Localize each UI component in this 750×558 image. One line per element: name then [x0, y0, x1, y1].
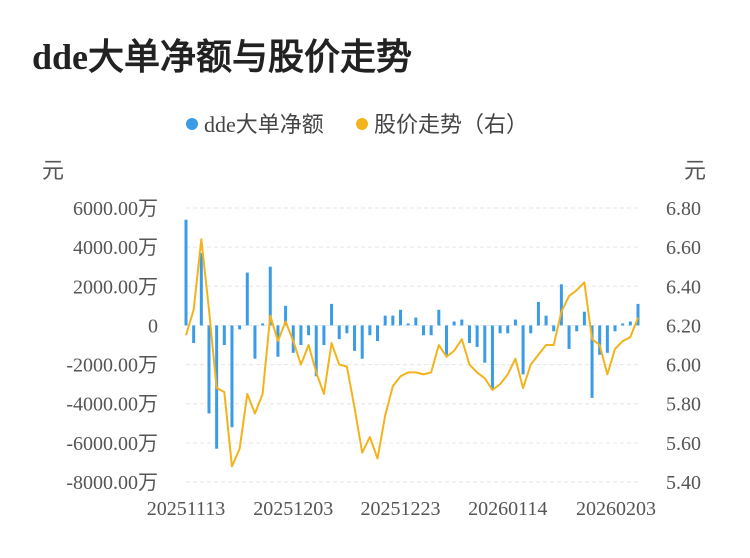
bar	[605, 325, 609, 353]
bar	[628, 321, 632, 326]
chart-title: dde大单净额与股价走势	[32, 37, 413, 77]
right-axis-ticks: 6.80 6.60 6.40 6.20 6.00 5.80 5.60 5.40	[666, 198, 701, 494]
bar	[613, 325, 617, 332]
right-tick-label: 6.60	[666, 237, 701, 259]
bar	[376, 325, 380, 342]
right-tick-label: 6.80	[666, 198, 701, 220]
bar	[299, 325, 303, 345]
bar	[582, 311, 586, 326]
bar	[636, 303, 640, 326]
x-axis-ticks: 20251113 20251203 20251223 20260114 20260203	[147, 498, 656, 520]
bar	[513, 319, 517, 326]
bar	[353, 325, 357, 351]
bar	[529, 325, 533, 334]
right-tick-label: 6.00	[666, 355, 701, 377]
bar	[621, 323, 625, 326]
bar	[368, 325, 372, 336]
bar	[330, 303, 334, 326]
left-tick-label: 0	[148, 315, 158, 337]
x-tick-label: 20260203	[576, 498, 656, 520]
legend-marker-price	[356, 118, 368, 130]
bar	[452, 321, 456, 326]
x-tick-label: 20251223	[361, 498, 441, 520]
bar	[467, 325, 471, 344]
right-tick-label: 6.20	[666, 315, 701, 337]
left-tick-label: 2000.00万	[73, 276, 158, 298]
left-tick-label: 6000.00万	[73, 198, 158, 220]
bar	[521, 325, 525, 375]
bar	[391, 315, 395, 326]
bar	[559, 284, 563, 326]
left-tick-label: -8000.00万	[66, 472, 158, 494]
legend-label-dde: dde大单净额	[204, 112, 324, 137]
bar	[498, 325, 502, 334]
bar	[284, 305, 288, 326]
bar	[475, 325, 479, 347]
bar	[552, 325, 556, 332]
right-axis-unit: 元	[684, 158, 706, 183]
bar	[506, 325, 510, 334]
bar	[414, 317, 418, 326]
bar	[314, 325, 318, 377]
x-tick-label: 20251203	[253, 498, 333, 520]
bar	[207, 325, 211, 414]
bar	[238, 325, 242, 330]
bar	[460, 319, 464, 326]
bar	[399, 309, 403, 326]
bar	[406, 323, 410, 326]
bar	[444, 325, 448, 355]
bar	[337, 325, 341, 340]
bar	[268, 266, 272, 326]
left-axis-ticks: 6000.00万 4000.00万 2000.00万 0 -2000.00万 -4000.…	[66, 198, 158, 494]
legend[interactable]: dde大单净额 股价走势（右）	[186, 112, 528, 137]
right-tick-label: 5.60	[666, 433, 701, 455]
legend-marker-dde	[186, 118, 198, 130]
right-tick-label: 6.40	[666, 276, 701, 298]
bar	[245, 272, 249, 326]
bar	[345, 325, 349, 334]
bar	[360, 325, 364, 359]
bar-series-dde	[184, 219, 640, 449]
bar	[575, 325, 579, 332]
bar	[230, 325, 234, 428]
bar	[322, 325, 326, 345]
bar	[590, 325, 594, 398]
bar	[383, 315, 387, 326]
x-tick-label: 20260114	[468, 498, 547, 520]
bar	[536, 301, 540, 326]
bar	[544, 315, 548, 326]
bar	[567, 325, 571, 349]
right-tick-label: 5.40	[666, 472, 701, 494]
line-series-price	[185, 238, 639, 468]
left-tick-label: 4000.00万	[73, 237, 158, 259]
left-tick-label: -6000.00万	[66, 433, 158, 455]
bar	[483, 325, 487, 363]
bar	[184, 219, 188, 326]
gridlines	[186, 207, 638, 483]
left-tick-label: -2000.00万	[66, 355, 158, 377]
bar	[222, 325, 226, 345]
right-tick-label: 5.80	[666, 394, 701, 416]
x-tick-label: 20251113	[147, 498, 226, 520]
bar	[307, 325, 311, 336]
bar	[437, 309, 441, 326]
price-line	[185, 238, 639, 468]
bar	[192, 325, 196, 344]
bar	[490, 325, 494, 391]
left-axis-unit: 元	[42, 158, 64, 183]
bar	[429, 325, 433, 336]
bar	[598, 325, 602, 355]
bar	[253, 325, 257, 359]
bar	[199, 253, 203, 326]
bar	[421, 325, 425, 336]
left-tick-label: -4000.00万	[66, 394, 158, 416]
bar	[261, 323, 265, 326]
legend-label-price: 股价走势（右）	[374, 112, 528, 137]
